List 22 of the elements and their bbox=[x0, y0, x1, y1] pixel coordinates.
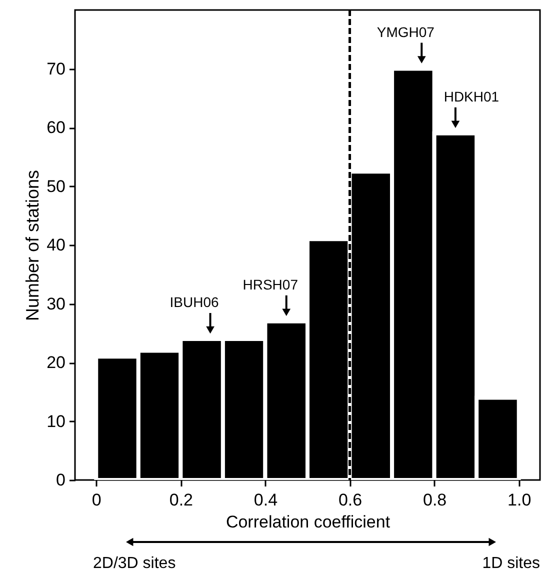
text: 2D/3D sites bbox=[93, 555, 176, 572]
y-tick-label: 50 bbox=[46, 176, 66, 196]
x-tick-label: 0.2 bbox=[169, 490, 193, 510]
annotation: YMGH07 bbox=[376, 24, 435, 40]
annotation: HRSH07 bbox=[242, 276, 298, 292]
y-tick-label: 0 bbox=[56, 470, 66, 490]
y-axis-title: Number of stations bbox=[22, 170, 43, 322]
x-tick-label: 1.0 bbox=[508, 490, 532, 510]
y-tick-label: 20 bbox=[46, 353, 66, 372]
text: 1D sites bbox=[482, 555, 540, 572]
annotation: HDKH01 bbox=[444, 88, 500, 104]
annotation: IBUH06 bbox=[170, 294, 219, 310]
y-tick-label: 60 bbox=[46, 118, 66, 137]
y-tick-label: 70 bbox=[46, 59, 66, 78]
x-tick-label: 0.6 bbox=[338, 490, 362, 510]
y-tick-label: 30 bbox=[46, 294, 66, 314]
y-tick-label: 40 bbox=[46, 236, 66, 254]
x-tick-label: 0 bbox=[92, 490, 102, 510]
y-tick-label: 10 bbox=[46, 412, 66, 431]
x-tick-label: 0.4 bbox=[254, 490, 278, 510]
x-tick-label: 0.8 bbox=[423, 490, 447, 510]
x-axis-title: Correlation coefficient bbox=[226, 512, 390, 532]
